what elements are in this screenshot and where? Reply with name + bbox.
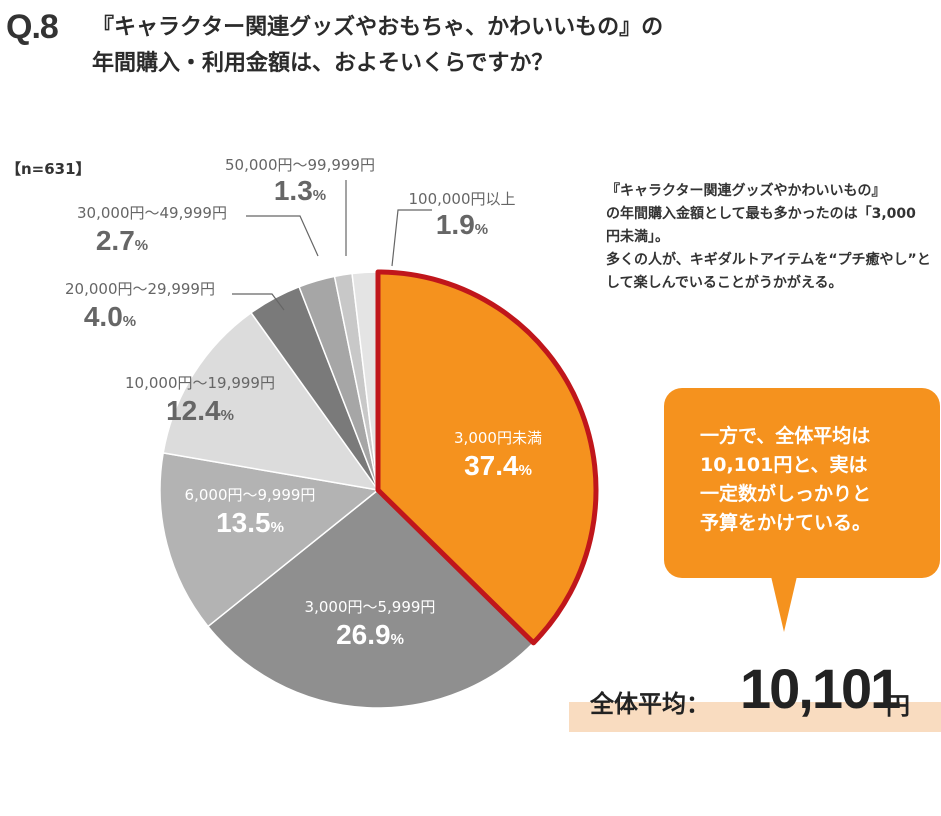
note-line: して楽しんでいることがうかがえる。 [606,275,843,291]
slice-label: 10,000円～19,999円 [125,374,275,392]
callout-text: 一方で、全体平均は 10,101円と、実は 一定数がしっかりと 予算をかけている… [700,422,920,538]
slice-label: 3,000円未満 [454,429,542,447]
slice-value: 4.0% [84,301,136,332]
slice-label: 20,000円～29,999円 [65,280,215,298]
question-title: 『キャラクター関連グッズやおもちゃ、かわいいもの』の 年間購入・利用金額は、およ… [92,10,663,82]
slice-label: 50,000円～99,999円 [225,156,375,174]
callout-line: 一定数がしっかりと [700,483,872,505]
average-highlight-band [569,702,941,732]
note-line: 『キャラクター関連グッズやかわいいもの』 [606,183,886,199]
pie-slice [159,452,379,628]
callout-bubble-tail [770,572,798,632]
callout-line: 一方で、全体平均は [700,425,871,447]
slice-value: 2.7% [96,225,148,256]
slice-value: 13.5% [216,507,284,538]
leader-line [391,209,432,267]
average-value: 10,101 [740,657,901,720]
question-number: Q.8 [6,8,59,46]
leader-line [246,215,319,257]
callout-line: 10,101円と、実は [700,454,868,476]
slice-label: 3,000円～5,999円 [305,598,436,616]
slice-value: 12.4% [166,395,234,426]
slice-value: 1.3% [274,175,326,206]
leader-line [232,293,285,311]
note-line: 多くの人が、キギダルトアイテムを“プチ癒やし”と [606,252,931,268]
note-text: 『キャラクター関連グッズやかわいいもの』 の年間購入金額として最も多かったのは「… [606,180,936,295]
average-label: 全体平均： [590,690,710,718]
average-unit: 円 [886,692,910,720]
pie-slice [207,489,535,709]
note-line: の年間購入金額として最も多かったのは「3,000 [606,206,916,222]
slice-value: 1.9% [436,209,488,240]
slice-label: 30,000円～49,999円 [77,204,227,222]
slice-label: 100,000円以上 [408,190,515,208]
note-line: 円未満」。 [606,229,669,245]
pie-slice [162,312,379,491]
sample-size: 【n=631】 [6,160,91,178]
slice-value: 26.9% [336,619,404,650]
question-line-1: 『キャラクター関連グッズやおもちゃ、かわいいもの』の [92,15,664,40]
slice-label: 6,000円～9,999円 [185,486,316,504]
pie-slice [375,269,599,646]
question-line-2: 年間購入・利用金額は、およそいくらですか？ [92,51,554,76]
callout-line: 予算をかけている。 [700,512,872,534]
slice-value: 37.4% [464,450,532,481]
callout-bubble [664,388,940,578]
